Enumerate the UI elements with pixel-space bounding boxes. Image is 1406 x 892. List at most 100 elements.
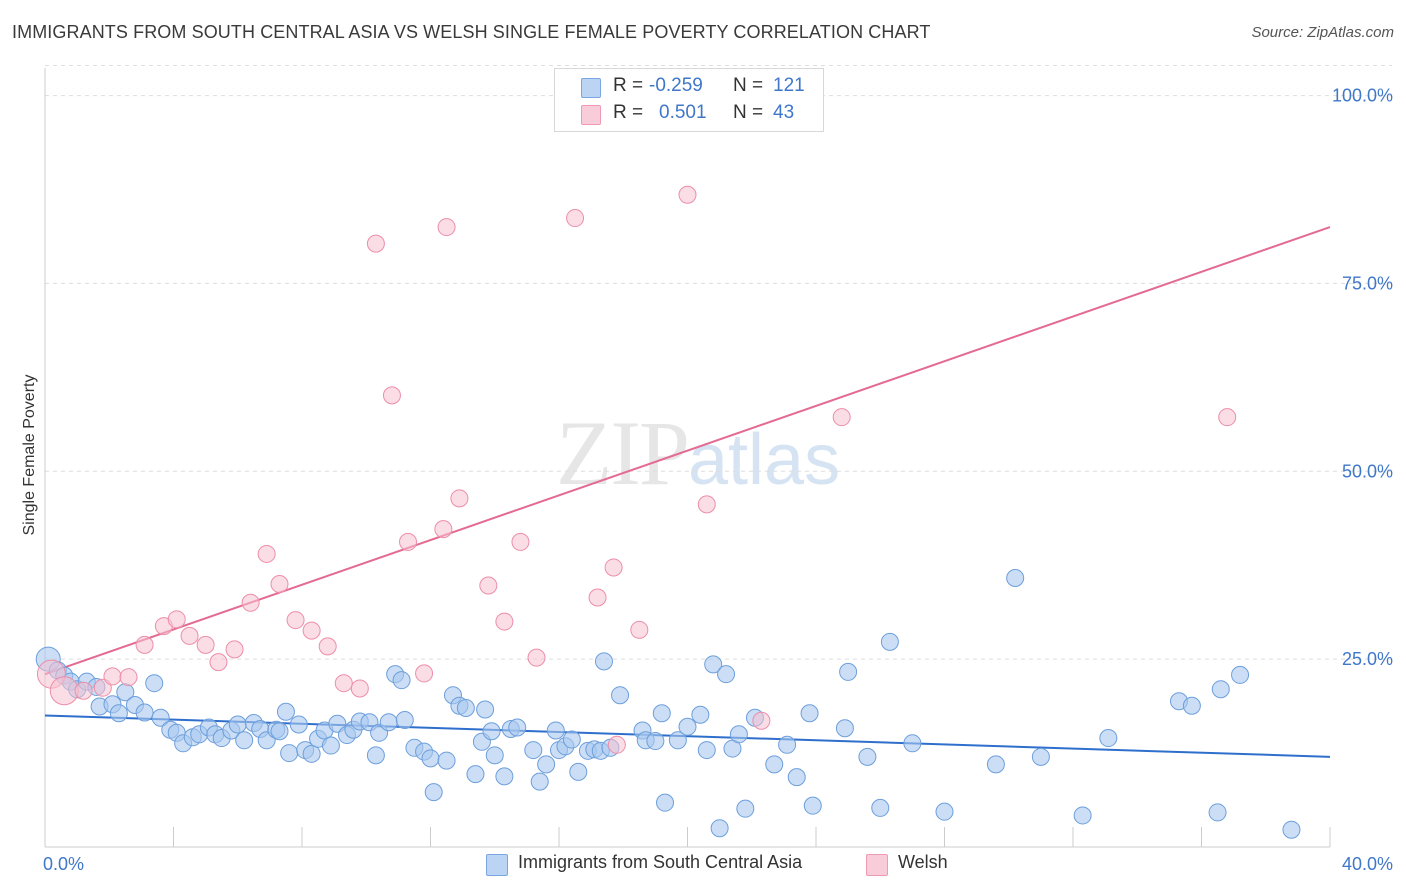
immigrants-point [986,755,1005,774]
legend-n-value: 121 [773,75,805,96]
welsh-point [180,626,199,645]
immigrants-point [466,765,485,784]
legend-r-label: R = [613,75,644,96]
welsh-point [366,234,385,253]
immigrants-point [1073,806,1092,825]
bottom-legend-label: Immigrants from South Central Asia [518,852,803,872]
y-axis-label: Single Female Poverty [21,375,38,536]
immigrants-point [456,698,475,717]
legend-row-immigrants: R = -0.259 N = 121 [555,73,823,101]
immigrants-point [729,725,748,744]
immigrants-point [392,671,411,690]
pink-swatch [866,854,888,876]
welsh-point [588,588,607,607]
immigrants-point [778,735,797,754]
immigrants-point [858,747,877,766]
immigrants-point [235,731,254,750]
immigrants-point [1031,747,1050,766]
welsh-point [495,612,514,631]
welsh-point [697,495,716,514]
legend-n-label: N = [733,75,764,96]
immigrants-point [437,751,456,770]
immigrants-point [562,730,581,749]
immigrants-point [395,711,414,730]
immigrants-point [678,717,697,736]
welsh-point [270,575,289,593]
immigrants-point [646,732,665,751]
welsh-point [678,185,697,204]
immigrants-point [524,741,543,760]
immigrants-point [668,731,687,750]
series-immigrants-points [35,568,1301,839]
immigrants-point [787,768,806,787]
immigrants-point [109,704,128,723]
immigrants-point [1231,665,1250,684]
watermark-atlas: atlas [688,420,841,500]
welsh-point [399,532,418,551]
welsh-point [607,735,626,754]
immigrants-point [903,734,922,753]
welsh-point [479,576,498,595]
legend-r-value: -0.259 [649,75,703,96]
immigrants-point [880,632,899,651]
immigrants-point [476,700,495,719]
welsh-point [752,711,771,730]
chart-title: IMMIGRANTS FROM SOUTH CENTRAL ASIA VS WE… [12,22,931,42]
immigrants-point [537,755,556,774]
x-tick-label-max: 40.0% [1342,854,1393,874]
welsh-point [318,637,337,656]
immigrants-point [691,705,710,724]
immigrants-point [710,819,729,838]
welsh-point [209,653,228,672]
welsh-point [103,667,122,686]
immigrants-point [530,772,549,791]
immigrants-point [1099,729,1118,748]
immigrants-point [569,762,588,781]
welsh-point [437,218,456,237]
immigrants-point [717,665,736,684]
blue-swatch [581,78,601,98]
watermark: ZIPatlas [556,400,840,506]
immigrants-point [424,783,443,802]
immigrants-point [1282,820,1301,839]
immigrants-point [379,713,398,732]
welsh-point [350,679,369,698]
immigrants-point [611,686,630,705]
immigrants-point [1182,696,1201,715]
welsh-point [119,668,138,687]
trend-line-welsh [44,226,1331,676]
immigrants-point [270,722,289,741]
welsh-point [1218,408,1237,427]
welsh-point [511,532,530,551]
immigrants-point [366,746,385,765]
immigrants-point [935,802,954,821]
immigrants-point [302,744,321,763]
immigrants-point [135,703,154,722]
immigrants-point [1208,803,1227,822]
welsh-point [286,611,305,630]
watermark-zip: ZIP [556,402,690,504]
immigrants-point [151,708,170,727]
welsh-point [241,593,260,612]
immigrants-point [594,652,613,671]
welsh-point [334,674,353,693]
immigrants-point [656,793,675,812]
welsh-point [450,489,469,508]
immigrants-point [652,704,671,723]
immigrants-point [482,722,501,741]
welsh-point [74,681,93,700]
welsh-point [415,664,434,683]
immigrants-point [508,718,527,737]
welsh-point [167,610,186,629]
y-tick-label: 25.0% [1342,649,1393,669]
immigrants-point [1211,680,1230,699]
series-welsh-points [36,86,1237,754]
x-tick-label-min: 0.0% [43,854,84,874]
welsh-point [135,635,154,654]
immigrants-point [276,702,295,721]
y-tick-label: 100.0% [1332,86,1393,106]
welsh-point [630,620,649,639]
immigrants-point [839,662,858,681]
bottom-legend-label: Welsh [898,852,948,872]
welsh-point [382,386,401,405]
